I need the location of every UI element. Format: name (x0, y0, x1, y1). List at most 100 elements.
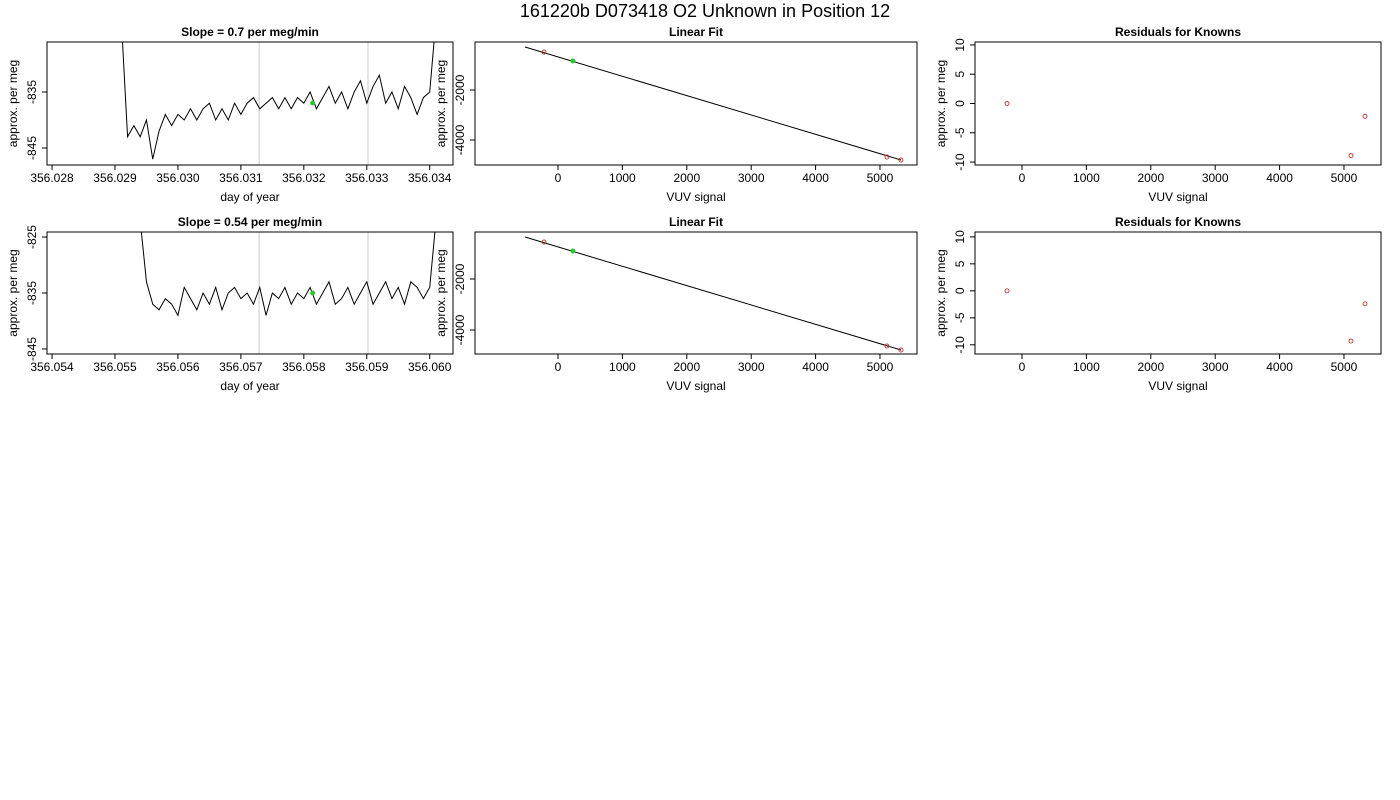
y-tick-label: -5 (953, 127, 967, 138)
x-tick-label: 356.029 (93, 171, 137, 185)
y-axis-label: approx. per meg (934, 60, 948, 147)
x-tick-label: 2000 (1137, 171, 1164, 185)
x-tick-label: 356.031 (219, 171, 263, 185)
data-point (1362, 113, 1368, 119)
data-point (310, 100, 316, 106)
panel-title: Residuals for Knowns (1115, 215, 1241, 229)
data-line (140, 232, 436, 317)
x-tick-label: 0 (555, 360, 562, 374)
panel-title: Linear Fit (669, 25, 723, 39)
x-tick-label: 356.058 (282, 360, 326, 374)
y-tick-label: -2000 (453, 263, 467, 294)
y-tick-label: 10 (953, 38, 967, 52)
plot-frame (974, 41, 1382, 166)
data-point (310, 290, 316, 296)
y-axis-label: approx. per meg (6, 60, 20, 147)
y-axis-label: approx. per meg (434, 249, 448, 336)
x-tick-label: 356.033 (345, 171, 389, 185)
data-point (884, 154, 890, 160)
x-tick-label: 4000 (802, 171, 829, 185)
panel-title: Slope = 0.54 per meg/min (178, 215, 322, 229)
data-point (1348, 338, 1354, 344)
panel: Residuals for Knowns VUV signal approx. pe… (934, 25, 1382, 204)
data-point (898, 157, 904, 163)
y-axis-label: approx. per meg (434, 60, 448, 147)
y-axis-label: approx. per meg (934, 249, 948, 336)
y-axis-label: approx. per meg (6, 249, 20, 336)
x-tick-label: 356.056 (156, 360, 200, 374)
x-axis-label: VUV signal (1148, 190, 1207, 204)
x-axis-label: VUV signal (666, 190, 725, 204)
data-point (570, 248, 576, 254)
panel: Slope = 0.54 per meg/min day of year appro… (6, 215, 454, 393)
y-tick-label: -10 (953, 336, 967, 354)
data-point (570, 58, 576, 64)
x-tick-label: 356.060 (408, 360, 452, 374)
data-line (524, 236, 902, 351)
x-tick-label: 3000 (1202, 171, 1229, 185)
data-point (1348, 153, 1354, 159)
y-tick-label: -2000 (453, 74, 467, 105)
x-tick-label: 3000 (1202, 360, 1229, 374)
x-tick-label: 356.055 (93, 360, 137, 374)
x-tick-label: 5000 (1331, 171, 1358, 185)
x-tick-label: 5000 (867, 171, 894, 185)
x-tick-label: 356.059 (345, 360, 389, 374)
plot-frame (974, 231, 1382, 355)
x-tick-label: 4000 (1266, 171, 1293, 185)
x-tick-label: 4000 (802, 360, 829, 374)
x-tick-label: 2000 (673, 360, 700, 374)
data-point (1362, 301, 1368, 307)
x-tick-label: 1000 (1073, 171, 1100, 185)
x-axis-label: day of year (220, 379, 279, 393)
y-tick-label: 0 (953, 287, 967, 294)
x-tick-label: 356.034 (408, 171, 452, 185)
x-tick-label: 5000 (1331, 360, 1358, 374)
x-tick-label: 5000 (867, 360, 894, 374)
y-tick-label: 10 (953, 230, 967, 244)
x-axis-label: VUV signal (1148, 379, 1207, 393)
data-point (1004, 101, 1010, 106)
data-point (541, 49, 547, 55)
y-tick-label: -4000 (453, 124, 467, 155)
y-tick-label: 0 (953, 100, 967, 107)
y-tick-label: 5 (953, 71, 967, 78)
plot-frame (46, 231, 454, 355)
plot-frame (474, 231, 918, 355)
x-tick-label: 356.032 (282, 171, 326, 185)
x-tick-label: 0 (1019, 360, 1026, 374)
x-tick-label: 1000 (609, 360, 636, 374)
figure-title: 161220b D073418 O2 Unknown in Position 1… (520, 1, 890, 21)
data-line (121, 42, 435, 160)
panel: Linear Fit VUV signal approx. per meg 0 1000… (434, 25, 918, 204)
x-tick-label: 0 (555, 171, 562, 185)
panel-title: Slope = 0.7 per meg/min (181, 25, 319, 39)
x-axis-label: VUV signal (666, 379, 725, 393)
panel: Linear Fit VUV signal approx. per meg 0 1000… (434, 215, 918, 393)
data-point (884, 343, 890, 349)
panel: Slope = 0.7 per meg/min day of year approx… (6, 25, 454, 204)
y-tick-label: -845 (25, 337, 39, 361)
y-tick-label: -5 (953, 312, 967, 323)
y-tick-label: -835 (25, 281, 39, 305)
data-line (524, 46, 902, 161)
x-tick-label: 4000 (1266, 360, 1293, 374)
y-tick-label: -825 (25, 225, 39, 249)
panel-title: Residuals for Knowns (1115, 25, 1241, 39)
y-tick-label: -835 (25, 80, 39, 104)
x-tick-label: 356.057 (219, 360, 263, 374)
x-tick-label: 356.054 (30, 360, 74, 374)
x-tick-label: 356.030 (156, 171, 200, 185)
y-tick-label: -4000 (453, 314, 467, 345)
y-tick-label: 5 (953, 260, 967, 267)
x-tick-label: 0 (1019, 171, 1026, 185)
x-tick-label: 2000 (673, 171, 700, 185)
x-tick-label: 356.028 (30, 171, 74, 185)
plot-frame (46, 41, 454, 166)
plot-frame (474, 41, 918, 166)
x-tick-label: 3000 (738, 171, 765, 185)
y-tick-label: -845 (25, 136, 39, 160)
x-axis-label: day of year (220, 190, 279, 204)
panel-title: Linear Fit (669, 215, 723, 229)
